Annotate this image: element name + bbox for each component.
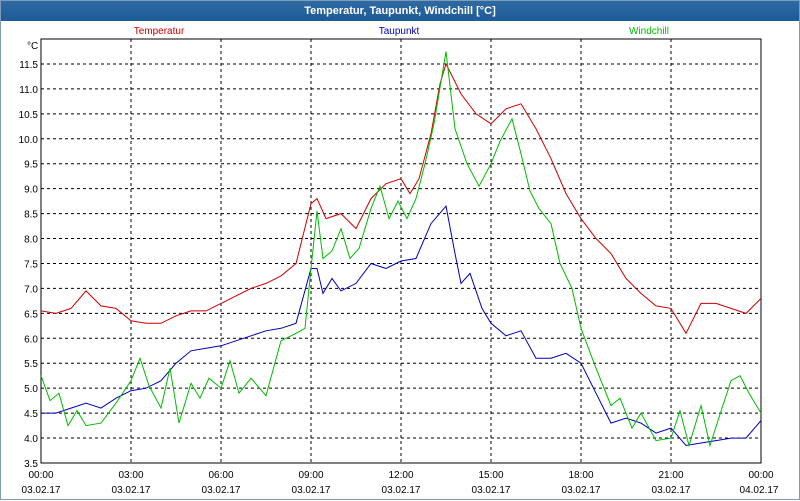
x-tick-date: 03.02.17 — [382, 485, 421, 496]
x-tick-time: 09:00 — [298, 470, 323, 481]
y-tick-label: 6.0 — [24, 334, 38, 345]
x-tick-date: 03.02.17 — [652, 485, 691, 496]
y-tick-label: 11.5 — [19, 60, 38, 71]
x-tick-time: 21:00 — [658, 470, 683, 481]
chart-title: Temperatur, Taupunkt, Windchill [°C] — [1, 1, 799, 21]
x-tick-time: 06:00 — [208, 470, 233, 481]
x-tick-date: 03.02.17 — [112, 485, 151, 496]
x-tick-time: 03:00 — [118, 470, 143, 481]
x-tick-time: 12:00 — [388, 470, 413, 481]
legend-windchill: Windchill — [629, 26, 669, 37]
y-tick-label: 8.0 — [24, 235, 38, 246]
x-tick-date: 04.02.17 — [740, 485, 779, 496]
y-tick-label: 5.0 — [24, 384, 38, 395]
y-axis: 3.5 4.0 4.5 5.0 5.5 6.0 6.5 7.0 7.5 8.0 8.5 9.0 9.5 1… — [19, 60, 39, 470]
y-tick-label: 8.5 — [24, 210, 38, 221]
x-tick-date: 03.02.17 — [22, 485, 61, 496]
y-tick-label: 4.0 — [24, 434, 38, 445]
y-tick-label: 11.0 — [19, 85, 38, 96]
y-tick-label: 9.5 — [24, 160, 38, 171]
y-tick-label: 10.5 — [19, 110, 39, 121]
x-tick-date: 03.02.17 — [472, 485, 511, 496]
series-line-windchill — [40, 51, 762, 448]
x-tick-date: 03.02.17 — [562, 485, 601, 496]
series — [40, 51, 762, 448]
legend-temperatur: Temperatur — [134, 26, 185, 37]
x-tick-time: 00:00 — [748, 470, 773, 481]
y-tick-label: 3.5 — [24, 459, 38, 470]
y-tick-label: 9.0 — [24, 185, 38, 196]
y-tick-label: 5.5 — [24, 359, 38, 370]
series-line-temperatur — [40, 62, 762, 335]
x-tick-time: 00:00 — [28, 470, 53, 481]
x-tick-date: 03.02.17 — [202, 485, 241, 496]
y-tick-label: 7.0 — [24, 284, 38, 295]
y-tick-label: 10.0 — [19, 135, 39, 146]
y-tick-label: 4.5 — [24, 409, 38, 420]
y-axis-label: °C — [27, 41, 38, 52]
series-line-taupunkt — [41, 204, 762, 447]
y-tick-label: 6.5 — [24, 309, 38, 320]
x-axis: 00:00 03.02.17 03:00 03.02.17 06:00 03.02.17 0… — [22, 470, 779, 496]
grid — [41, 39, 761, 464]
plot-area — [40, 38, 762, 464]
x-tick-time: 18:00 — [568, 470, 593, 481]
x-tick-time: 15:00 — [478, 470, 503, 481]
y-tick-label: 7.5 — [24, 259, 38, 270]
legend-taupunkt: Taupunkt — [379, 26, 420, 37]
legend: Temperatur Taupunkt Windchill — [134, 26, 669, 37]
x-tick-date: 03.02.17 — [292, 485, 331, 496]
